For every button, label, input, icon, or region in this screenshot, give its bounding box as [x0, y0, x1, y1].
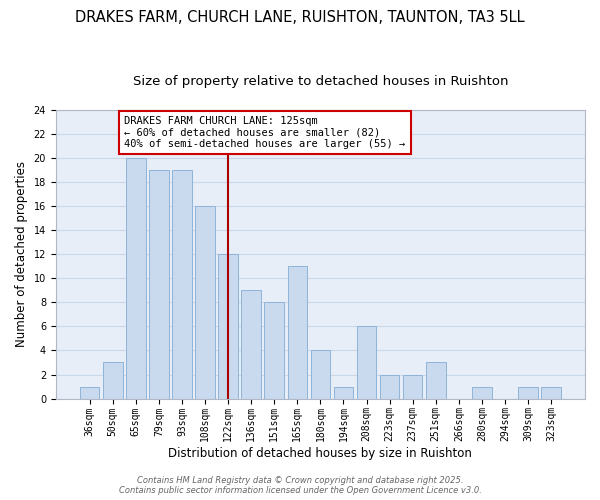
- Bar: [403, 374, 422, 398]
- Bar: [357, 326, 376, 398]
- Bar: [287, 266, 307, 398]
- Bar: [380, 374, 400, 398]
- Bar: [426, 362, 446, 398]
- Bar: [265, 302, 284, 398]
- Title: Size of property relative to detached houses in Ruishton: Size of property relative to detached ho…: [133, 75, 508, 88]
- Bar: [149, 170, 169, 398]
- Text: Contains HM Land Registry data © Crown copyright and database right 2025.
Contai: Contains HM Land Registry data © Crown c…: [119, 476, 481, 495]
- X-axis label: Distribution of detached houses by size in Ruishton: Distribution of detached houses by size …: [169, 447, 472, 460]
- Bar: [334, 386, 353, 398]
- Bar: [195, 206, 215, 398]
- Text: DRAKES FARM, CHURCH LANE, RUISHTON, TAUNTON, TA3 5LL: DRAKES FARM, CHURCH LANE, RUISHTON, TAUN…: [75, 10, 525, 25]
- Bar: [518, 386, 538, 398]
- Bar: [472, 386, 492, 398]
- Bar: [541, 386, 561, 398]
- Y-axis label: Number of detached properties: Number of detached properties: [15, 162, 28, 348]
- Bar: [126, 158, 146, 398]
- Bar: [103, 362, 122, 398]
- Bar: [311, 350, 330, 399]
- Bar: [80, 386, 100, 398]
- Bar: [172, 170, 192, 398]
- Text: DRAKES FARM CHURCH LANE: 125sqm
← 60% of detached houses are smaller (82)
40% of: DRAKES FARM CHURCH LANE: 125sqm ← 60% of…: [124, 116, 406, 149]
- Bar: [241, 290, 261, 399]
- Bar: [218, 254, 238, 398]
